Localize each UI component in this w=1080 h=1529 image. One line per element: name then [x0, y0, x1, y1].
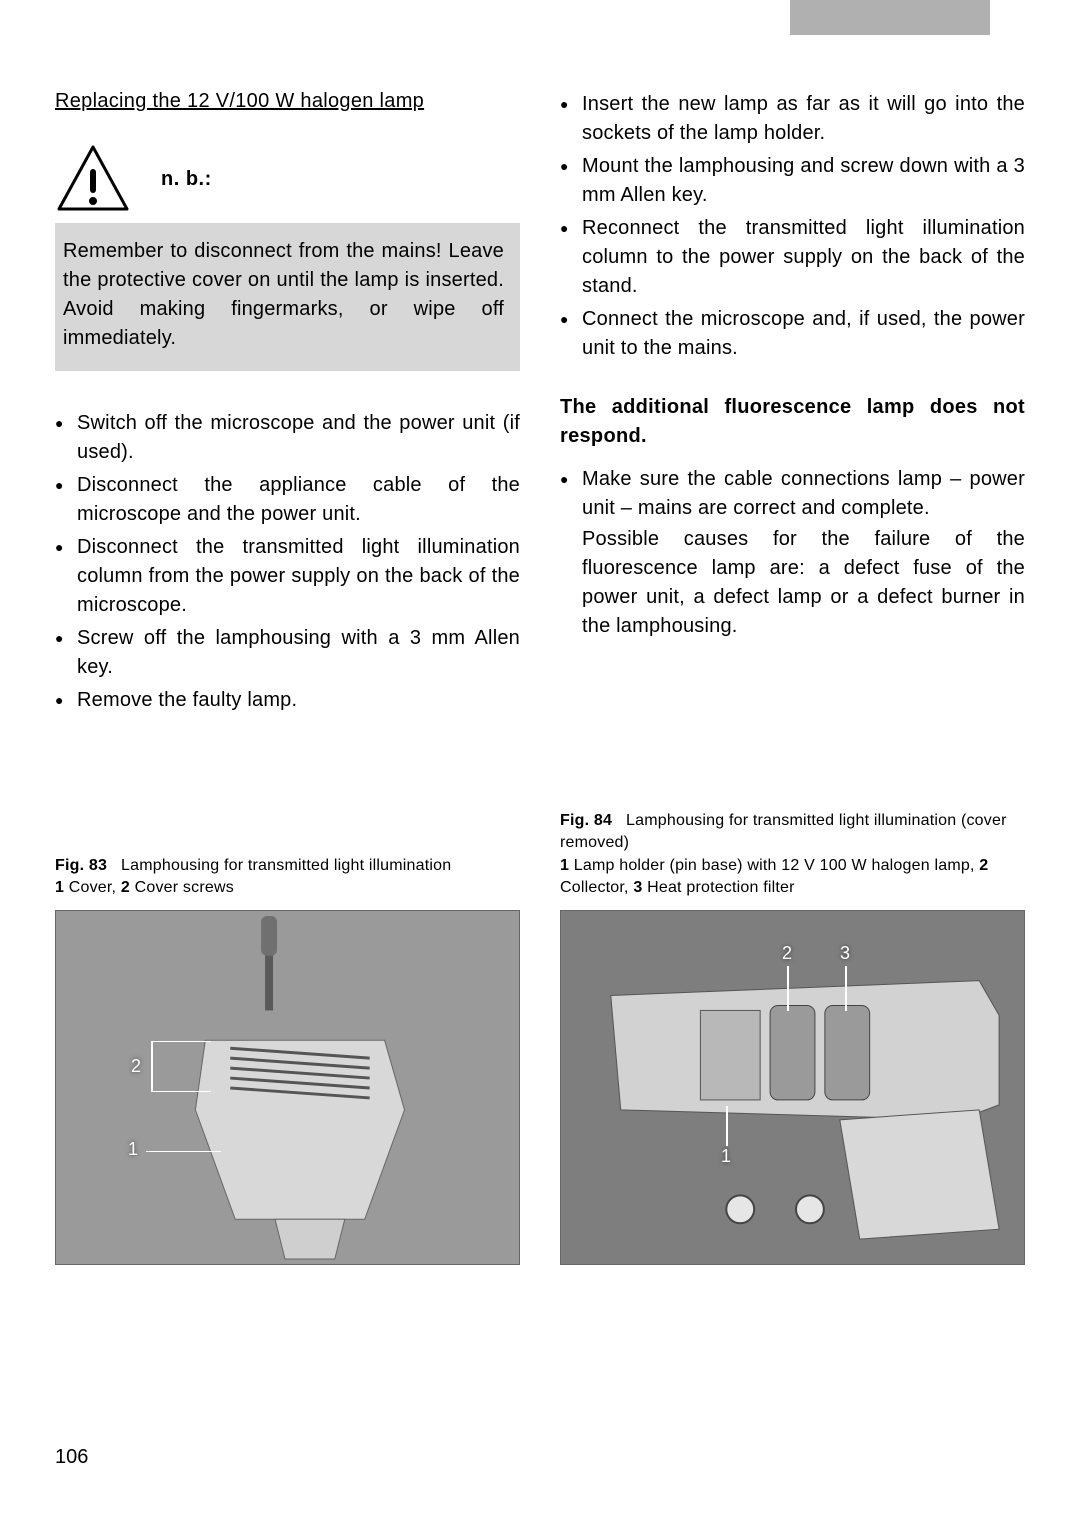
- figure-83: Fig. 83 Lamphousing for transmitted ligh…: [55, 855, 520, 1265]
- callout-line: [146, 1151, 221, 1153]
- list-item: Reconnect the transmitted light illumina…: [560, 214, 1025, 301]
- fig-label: Fig. 84: [560, 812, 612, 829]
- legend-num: 2: [121, 879, 130, 896]
- page-content: Replacing the 12 V/100 W halogen lamp n.…: [0, 0, 1080, 719]
- fig-title: [112, 857, 121, 874]
- list-item-text: Make sure the cable connections lamp – p…: [582, 468, 1025, 519]
- callout-line: [151, 1041, 153, 1091]
- callout-line: [151, 1041, 211, 1043]
- callout-line: [726, 1106, 728, 1146]
- list-item: Disconnect the appliance cable of the mi…: [55, 471, 520, 529]
- legend-num: 2: [979, 857, 988, 874]
- sub-heading: The additional fluorescence lamp does no…: [560, 393, 1025, 451]
- section-tab: [790, 0, 990, 35]
- left-bullet-list: Switch off the microscope and the power …: [55, 409, 520, 715]
- figures-row: Fig. 83 Lamphousing for transmitted ligh…: [55, 810, 1025, 1265]
- list-item: Insert the new lamp as far as it will go…: [560, 90, 1025, 148]
- callout-2: 2: [131, 1056, 141, 1077]
- figure-83-image: 2 1: [55, 910, 520, 1265]
- fig-title-text: Lamphousing for transmitted light illumi…: [560, 812, 1007, 851]
- legend-text: Collector,: [560, 879, 633, 896]
- section-title: Replacing the 12 V/100 W halogen lamp: [55, 90, 520, 113]
- legend-text: Cover,: [64, 879, 121, 896]
- fig-title: [617, 812, 626, 829]
- legend-text: Heat protection filter: [642, 879, 794, 896]
- figure-84-caption: Fig. 84 Lamphousing for transmitted ligh…: [560, 810, 1025, 900]
- list-item: Disconnect the transmitted light illumin…: [55, 533, 520, 620]
- callout-2: 2: [782, 943, 792, 964]
- legend-text: Lamp holder (pin base) with 12 V 100 W h…: [569, 857, 979, 874]
- callout-3: 3: [840, 943, 850, 964]
- list-item: Screw off the lamphousing with a 3 mm Al…: [55, 624, 520, 682]
- warning-triangle-icon: [55, 143, 131, 215]
- right-column: Insert the new lamp as far as it will go…: [560, 90, 1025, 719]
- warning-row: n. b.:: [55, 143, 520, 215]
- list-item: Mount the lamphousing and screw down wit…: [560, 152, 1025, 210]
- callout-line: [845, 966, 847, 1011]
- figure-84-image: 2 3 1: [560, 910, 1025, 1265]
- figure-83-caption: Fig. 83 Lamphousing for transmitted ligh…: [55, 855, 520, 900]
- callout-1: 1: [128, 1139, 138, 1160]
- fig-title-text: Lamphousing for transmitted light illumi…: [121, 857, 451, 874]
- right-bullet-list-top: Insert the new lamp as far as it will go…: [560, 90, 1025, 363]
- right-bullet-list-bottom: Make sure the cable connections lamp – p…: [560, 465, 1025, 641]
- callout-line: [151, 1091, 211, 1093]
- left-column: Replacing the 12 V/100 W halogen lamp n.…: [55, 90, 520, 719]
- callout-1: 1: [721, 1146, 731, 1167]
- legend-num: 1: [55, 879, 64, 896]
- list-item: Switch off the microscope and the power …: [55, 409, 520, 467]
- list-item: Connect the microscope and, if used, the…: [560, 305, 1025, 363]
- figure-84: Fig. 84 Lamphousing for transmitted ligh…: [560, 810, 1025, 1265]
- page-number: 106: [55, 1446, 88, 1469]
- warning-note: Remember to disconnect from the mains! L…: [55, 223, 520, 371]
- nb-label: n. b.:: [161, 168, 212, 191]
- list-item: Remove the faulty lamp.: [55, 686, 520, 715]
- list-item: Make sure the cable connections lamp – p…: [560, 465, 1025, 641]
- legend-text: Cover screws: [130, 879, 234, 896]
- list-item-continuation: Possible causes for the failure of the f…: [582, 525, 1025, 641]
- callout-line: [787, 966, 789, 1011]
- fig-label: Fig. 83: [55, 857, 107, 874]
- legend-num: 1: [560, 857, 569, 874]
